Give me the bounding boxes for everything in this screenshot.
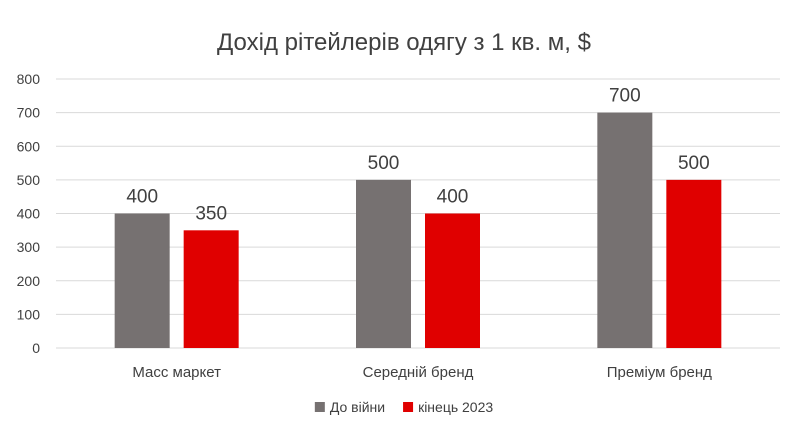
y-tick-label: 500	[17, 172, 41, 188]
data-label: 700	[609, 86, 641, 107]
y-tick-label: 100	[17, 306, 41, 322]
data-label: 500	[678, 153, 710, 174]
legend-item: До війни	[314, 399, 385, 415]
bar	[597, 112, 653, 348]
bar	[356, 179, 411, 348]
legend-swatch	[314, 402, 325, 412]
y-tick-label: 700	[17, 105, 41, 121]
bar	[183, 230, 239, 348]
bar	[114, 213, 170, 348]
chart-title: Дохід рітейлерів одягу з 1 кв. м, $	[217, 29, 591, 56]
legend: До війни кінець 2023	[314, 399, 493, 415]
bars	[114, 112, 722, 348]
data-labels: 400 350 500 400 700 500	[126, 86, 709, 225]
y-tick-label: 200	[17, 273, 41, 289]
y-tick-label: 600	[17, 138, 41, 154]
data-label: 400	[126, 187, 158, 208]
legend-swatch	[403, 402, 414, 412]
y-tick-label: 300	[17, 239, 41, 255]
gridlines	[56, 78, 780, 349]
legend-item: кінець 2023	[403, 399, 493, 415]
y-tick-label: 400	[17, 206, 41, 222]
y-tick-label: 800	[17, 71, 41, 87]
bar	[666, 179, 722, 348]
bar	[425, 213, 480, 348]
x-axis-categories: Масс маркет Середній бренд Преміум бренд	[132, 364, 712, 381]
y-axis-ticks: 0 100 200 300 400 500 600 700 800	[17, 71, 41, 356]
y-tick-label: 0	[32, 340, 40, 356]
x-category-label: Масс маркет	[132, 364, 221, 381]
x-category-label: Преміум бренд	[607, 364, 712, 381]
legend-label: До війни	[330, 399, 385, 415]
legend-label: кінець 2023	[418, 399, 493, 415]
x-category-label: Середній бренд	[363, 364, 474, 381]
data-label: 350	[195, 203, 227, 224]
data-label: 500	[368, 153, 400, 174]
data-label: 400	[437, 187, 469, 208]
